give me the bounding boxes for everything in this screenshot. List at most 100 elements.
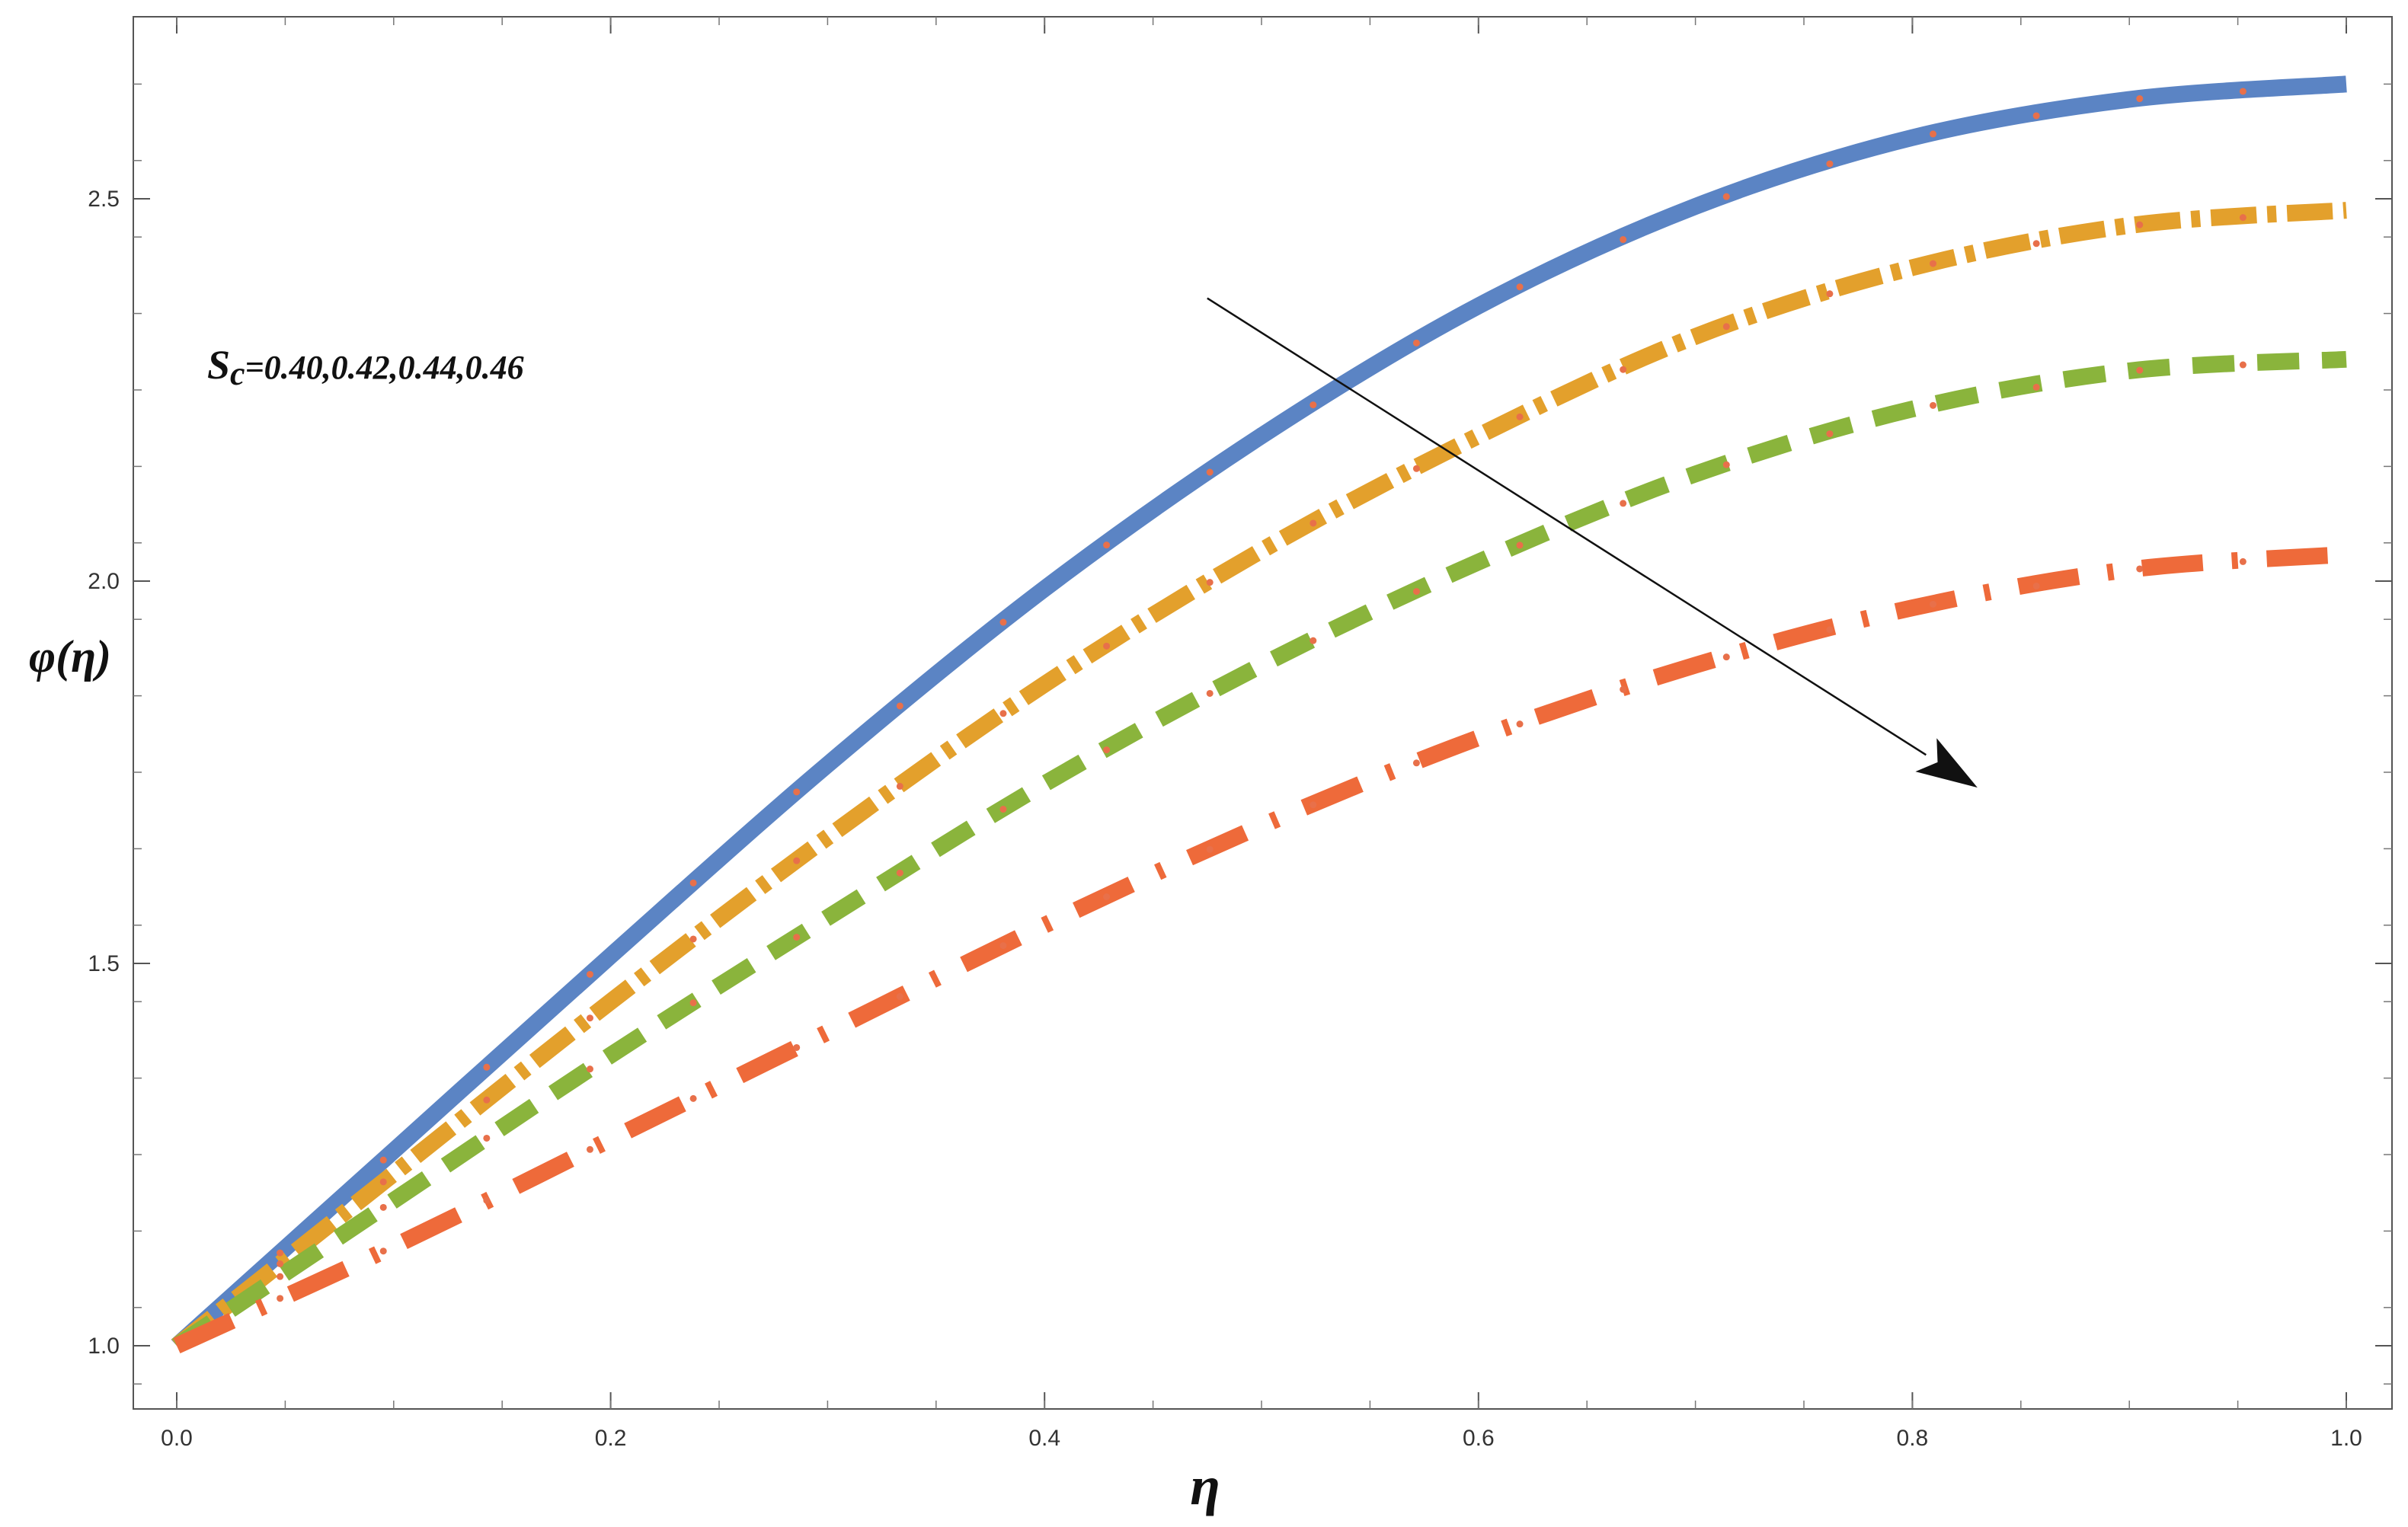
x-tick-label: 0.6	[1463, 1426, 1495, 1451]
series-marker-1	[1206, 468, 1214, 476]
series-marker-4	[793, 1043, 801, 1051]
series-line-3	[171, 350, 2347, 1353]
series-line-2	[171, 202, 2347, 1353]
series-marker-3	[277, 1273, 284, 1280]
y-tick-label: 2.5	[88, 187, 120, 212]
annotation-arrow	[1207, 297, 1927, 756]
series-marker-2	[1103, 642, 1111, 650]
series-marker-1	[586, 970, 593, 978]
series-marker-2	[2136, 221, 2144, 228]
series-marker-1	[1310, 401, 1317, 409]
series-line-1	[171, 75, 2347, 1353]
series-marker-3	[2032, 383, 2040, 391]
series-marker-3	[999, 806, 1007, 813]
y-tick-label: 2.0	[88, 569, 120, 594]
series-marker-3	[896, 869, 903, 877]
series-marker-3	[1722, 461, 1730, 468]
series-marker-3	[1620, 500, 1627, 507]
series-marker-4	[483, 1196, 491, 1204]
series-marker-3	[1516, 541, 1524, 549]
series-marker-3	[793, 934, 801, 941]
series-marker-2	[1620, 366, 1627, 373]
annotation-subscript: c	[230, 355, 245, 392]
series-marker-4	[1206, 845, 1214, 853]
series-marker-2	[999, 710, 1007, 717]
series-marker-1	[2136, 95, 2144, 103]
series-marker-1	[1103, 541, 1111, 549]
series-marker-3	[379, 1203, 387, 1211]
series-marker-2	[689, 935, 697, 943]
ticks	[133, 17, 2392, 1409]
series-marker-1	[1412, 339, 1420, 347]
series-marker-1	[2239, 88, 2247, 95]
series-marker-1	[1722, 193, 1730, 200]
series-marker-2	[1516, 413, 1524, 420]
series-marker-2	[896, 782, 903, 790]
series-marker-4	[689, 1094, 697, 1102]
series-marker-3	[2239, 361, 2247, 369]
series-marker-3	[1310, 637, 1317, 644]
series-marker-4	[1516, 720, 1524, 728]
series-marker-2	[1412, 465, 1420, 472]
series-marker-1	[483, 1063, 491, 1071]
series-marker-3	[1930, 401, 1937, 409]
series-marker-1	[1516, 283, 1524, 291]
series-marker-1	[793, 788, 801, 796]
series-marker-2	[586, 1014, 593, 1022]
series-marker-4	[2032, 582, 2040, 589]
series-marker-4	[999, 942, 1007, 950]
series-marker-3	[1412, 588, 1420, 596]
series-marker-2	[483, 1096, 491, 1104]
y-tick-label: 1.0	[88, 1334, 120, 1359]
series-marker-2	[1310, 519, 1317, 527]
annotation-arrowhead	[1915, 738, 1978, 788]
series-marker-2	[1930, 260, 1937, 267]
y-tick-label: 1.5	[88, 951, 120, 976]
marker-layer	[277, 88, 2247, 1302]
series-marker-3	[1103, 746, 1111, 754]
series-marker-2	[1722, 323, 1730, 331]
series-marker-4	[2239, 557, 2247, 565]
series-marker-1	[1620, 236, 1627, 244]
series-marker-1	[1826, 160, 1834, 168]
annotation-label: Sc=0.40,0.42,0.44,0.46	[207, 342, 524, 392]
series-marker-2	[379, 1178, 387, 1186]
series-marker-2	[2032, 240, 2040, 248]
series-marker-1	[999, 618, 1007, 626]
series-marker-3	[2136, 366, 2144, 374]
series-marker-4	[1826, 626, 1834, 634]
series-marker-4	[2136, 565, 2144, 573]
series-marker-2	[793, 857, 801, 864]
series-marker-4	[379, 1247, 387, 1255]
series-marker-1	[379, 1156, 387, 1164]
series-marker-1	[1930, 130, 1937, 138]
series-marker-4	[1620, 685, 1627, 693]
series-line-4	[173, 545, 2347, 1353]
series-marker-4	[1103, 893, 1111, 901]
x-tick-label: 0.0	[161, 1426, 193, 1451]
series-marker-3	[689, 999, 697, 1007]
x-axis-title: η	[1190, 1455, 1220, 1516]
annotation-values: =0.40,0.42,0.44,0.46	[245, 349, 524, 386]
x-tick-label: 0.8	[1897, 1426, 1929, 1451]
series-marker-1	[896, 702, 903, 710]
x-tick-label: 1.0	[2330, 1426, 2362, 1451]
series-layer	[171, 75, 2347, 1353]
series-marker-4	[1412, 759, 1420, 767]
series-marker-1	[2032, 112, 2040, 120]
series-marker-4	[277, 1295, 284, 1302]
series-marker-3	[1826, 430, 1834, 438]
series-marker-4	[586, 1145, 593, 1153]
series-marker-2	[1206, 579, 1214, 586]
series-marker-4	[896, 993, 903, 1001]
series-marker-4	[1722, 653, 1730, 661]
x-tick-label: 0.4	[1028, 1426, 1060, 1451]
series-marker-4	[1310, 801, 1317, 809]
plot-frame	[133, 16, 2393, 1410]
annotation-symbol: S	[207, 342, 230, 388]
series-marker-2	[2239, 214, 2247, 222]
tick-labels: 0.0 0.2 0.4 0.6 0.8 1.0 1.0 1.5 2.0 2.5	[88, 187, 2362, 1451]
series-marker-2	[1826, 290, 1834, 298]
series-marker-3	[483, 1134, 491, 1142]
